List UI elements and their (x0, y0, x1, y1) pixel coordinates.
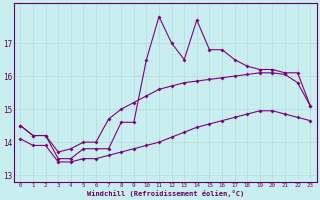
X-axis label: Windchill (Refroidissement éolien,°C): Windchill (Refroidissement éolien,°C) (87, 190, 244, 197)
